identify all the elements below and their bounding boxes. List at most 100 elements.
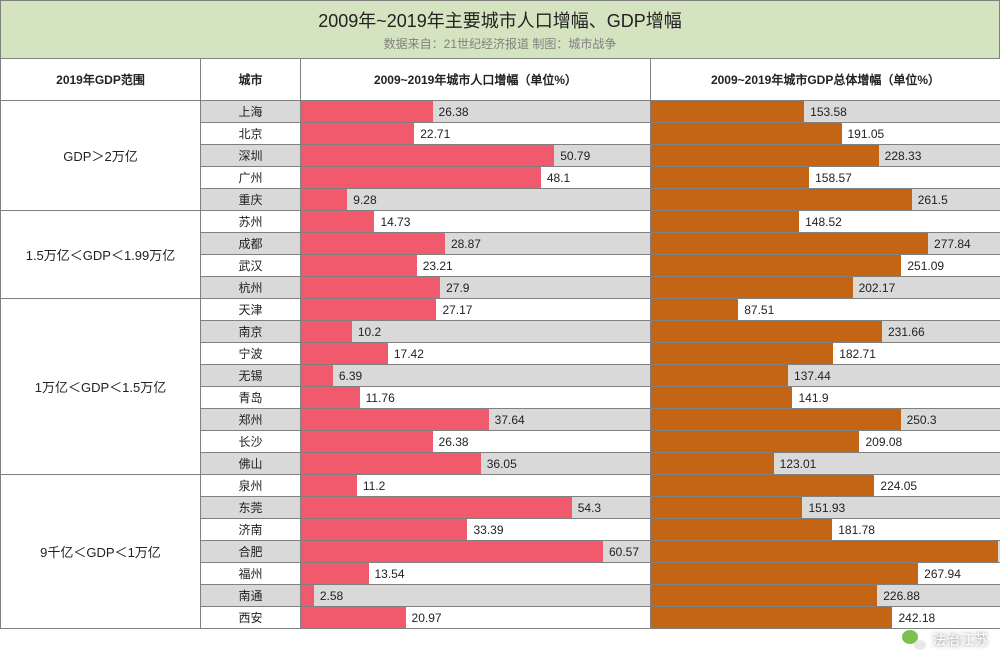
bar-fill-gdp <box>651 145 879 166</box>
bar-fill-pop <box>301 101 433 122</box>
bar-fill-pop <box>301 189 347 210</box>
bar-label-pop: 37.64 <box>495 413 525 427</box>
bar-fill-pop <box>301 453 481 474</box>
city-cell: 福州 <box>201 563 301 585</box>
bar-fill-gdp <box>651 497 802 518</box>
bar-cell-gdp: 158.57 <box>651 167 1000 189</box>
bar-cell-gdp: 267.94 <box>651 563 1000 585</box>
bar-fill-pop <box>301 519 467 540</box>
bar-cell-gdp: 242.18 <box>651 607 1000 629</box>
bar-label-gdp: 250.3 <box>907 413 937 427</box>
city-cell: 济南 <box>201 519 301 541</box>
bar-fill-gdp <box>651 585 877 606</box>
header-row: 2019年GDP范围 城市 2009~2019年城市人口增幅（单位%） 2009… <box>1 59 1000 101</box>
bar-label-gdp: 87.51 <box>744 303 774 317</box>
city-cell: 深圳 <box>201 145 301 167</box>
bar-label-pop: 60.57 <box>609 545 639 559</box>
bar-fill-gdp <box>651 123 842 144</box>
bar-label-gdp: 242.18 <box>898 611 935 625</box>
chart-subtitle: 数据来自：21世纪经济报道 制图：城市战争 <box>1 35 999 52</box>
bar-cell-gdp: 209.08 <box>651 431 1000 453</box>
bar-label-gdp: 182.71 <box>839 347 876 361</box>
bar-cell-gdp: 153.58 <box>651 101 1000 123</box>
bar-label-gdp: 231.66 <box>888 325 925 339</box>
bar-label-gdp: 251.09 <box>907 259 944 273</box>
city-cell: 郑州 <box>201 409 301 431</box>
bar-label-pop: 27.17 <box>442 303 472 317</box>
bar-label-gdp: 181.78 <box>838 523 875 537</box>
bar-fill-pop <box>301 387 360 408</box>
bar-label-pop: 11.2 <box>363 479 385 493</box>
bar-fill-gdp <box>651 475 874 496</box>
city-cell: 无锡 <box>201 365 301 387</box>
bar-cell-pop: 17.42 <box>301 343 651 365</box>
bar-label-pop: 48.1 <box>547 171 570 185</box>
bar-cell-pop: 26.38 <box>301 101 651 123</box>
bar-cell-pop: 23.21 <box>301 255 651 277</box>
city-cell: 武汉 <box>201 255 301 277</box>
bar-cell-pop: 9.28 <box>301 189 651 211</box>
bar-label-gdp: 153.58 <box>810 105 847 119</box>
range-cell: 9千亿＜GDP＜1万亿 <box>1 475 201 629</box>
bar-cell-gdp: 250.3 <box>651 409 1000 431</box>
bar-cell-gdp: 141.9 <box>651 387 1000 409</box>
city-cell: 青岛 <box>201 387 301 409</box>
bar-fill-gdp <box>651 299 738 320</box>
bar-cell-pop: 22.71 <box>301 123 651 145</box>
bar-cell-pop: 50.79 <box>301 145 651 167</box>
bar-label-pop: 28.87 <box>451 237 481 251</box>
col-header-gdp: 2009~2019年城市GDP总体增幅（单位%） <box>651 59 1000 101</box>
bar-label-gdp: 148.52 <box>805 215 842 229</box>
city-cell: 东莞 <box>201 497 301 519</box>
bar-fill-pop <box>301 365 333 386</box>
bar-fill-gdp <box>651 387 792 408</box>
bar-cell-pop: 2.58 <box>301 585 651 607</box>
city-cell: 北京 <box>201 123 301 145</box>
bar-label-gdp: 151.93 <box>808 501 845 515</box>
bar-label-gdp: 267.94 <box>924 567 961 581</box>
bar-cell-gdp: 261.5 <box>651 189 1000 211</box>
city-cell: 广州 <box>201 167 301 189</box>
bar-fill-gdp <box>651 453 774 474</box>
bar-cell-pop: 6.39 <box>301 365 651 387</box>
range-cell: 1万亿＜GDP＜1.5万亿 <box>1 299 201 475</box>
bar-label-gdp: 123.01 <box>780 457 817 471</box>
chart-header: 2009年~2019年主要城市人口增幅、GDP增幅 数据来自：21世纪经济报道 … <box>0 0 1000 58</box>
table-row: 1.5万亿＜GDP＜1.99万亿苏州14.73148.52 <box>1 211 1000 233</box>
table-row: 9千亿＜GDP＜1万亿泉州11.2224.05 <box>1 475 1000 497</box>
bar-label-gdp: 137.44 <box>794 369 831 383</box>
bar-cell-gdp: 277.84 <box>651 233 1000 255</box>
bar-fill-gdp <box>651 563 918 584</box>
bar-cell-pop: 13.54 <box>301 563 651 585</box>
bar-cell-pop: 11.2 <box>301 475 651 497</box>
bar-fill-pop <box>301 277 440 298</box>
bar-cell-pop: 36.05 <box>301 453 651 475</box>
bar-fill-gdp <box>651 101 804 122</box>
bar-label-pop: 36.05 <box>487 457 517 471</box>
bar-label-pop: 17.42 <box>394 347 424 361</box>
bar-label-pop: 20.97 <box>412 611 442 625</box>
bar-cell-gdp: 226.88 <box>651 585 1000 607</box>
bar-cell-gdp: 137.44 <box>651 365 1000 387</box>
bar-label-pop: 54.3 <box>578 501 601 515</box>
bar-cell-gdp: 231.66 <box>651 321 1000 343</box>
chart-title: 2009年~2019年主要城市人口增幅、GDP增幅 <box>1 7 999 33</box>
bar-label-pop: 22.71 <box>420 127 450 141</box>
bar-label-pop: 6.39 <box>339 369 362 383</box>
bar-fill-pop <box>301 167 541 188</box>
bar-label-gdp: 228.33 <box>885 149 922 163</box>
bar-fill-pop <box>301 123 414 144</box>
bar-fill-pop <box>301 299 436 320</box>
bar-fill-gdp <box>651 321 882 342</box>
bar-cell-gdp: 151.93 <box>651 497 1000 519</box>
bar-cell-gdp: 191.05 <box>651 123 1000 145</box>
city-cell: 南京 <box>201 321 301 343</box>
city-cell: 上海 <box>201 101 301 123</box>
city-cell: 南通 <box>201 585 301 607</box>
bar-cell-pop: 48.1 <box>301 167 651 189</box>
bar-label-gdp: 224.05 <box>880 479 917 493</box>
city-cell: 苏州 <box>201 211 301 233</box>
col-header-pop: 2009~2019年城市人口增幅（单位%） <box>301 59 651 101</box>
table-body: GDP＞2万亿上海26.38153.58北京22.71191.05深圳50.79… <box>1 101 1000 629</box>
bar-fill-pop <box>301 563 369 584</box>
